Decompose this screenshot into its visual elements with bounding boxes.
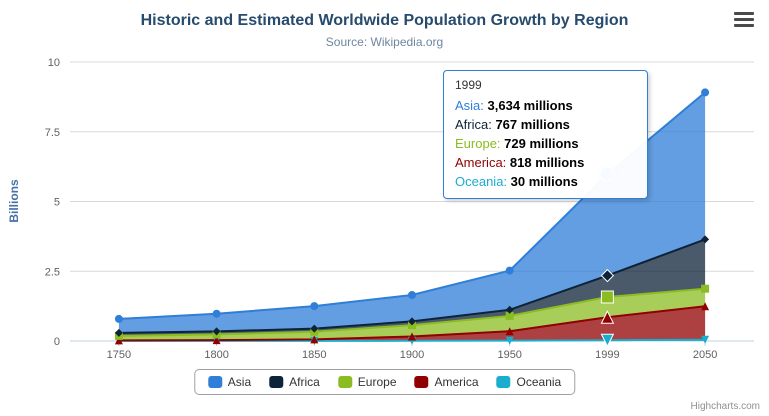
- y-axis-title: Billions: [7, 179, 21, 223]
- tooltip-series-value: 818 millions: [506, 155, 585, 170]
- marker-america[interactable]: [114, 336, 123, 345]
- area-africa[interactable]: [118, 239, 706, 336]
- tooltip-series-name: Oceania:: [455, 174, 508, 189]
- marker-america[interactable]: [408, 332, 416, 341]
- legend-swatch-europe: [337, 376, 352, 388]
- tooltip: 1999 Asia: 3,634 millions Africa: 767 mil…: [443, 70, 648, 199]
- y-axis-label: 5: [54, 197, 60, 209]
- tooltip-series-name: Europe:: [455, 136, 501, 151]
- tooltip-series-value: 30 millions: [507, 174, 578, 189]
- legend-item-europe[interactable]: Europe: [337, 375, 397, 389]
- marker-africa[interactable]: [701, 235, 710, 244]
- tooltip-series-value: 729 millions: [500, 136, 579, 151]
- marker-asia[interactable]: [310, 302, 319, 311]
- legend-label: Oceania: [516, 375, 562, 389]
- legend-item-africa[interactable]: Africa: [269, 375, 320, 389]
- tooltip-row-asia: Asia: 3,634 millions: [455, 96, 636, 115]
- y-axis-label: 10: [48, 57, 60, 69]
- legend-item-america[interactable]: America: [414, 375, 479, 389]
- marker-europe[interactable]: [505, 311, 514, 320]
- marker-asia[interactable]: [701, 88, 710, 97]
- legend-label: America: [434, 375, 479, 389]
- legend-swatch-america: [414, 376, 429, 388]
- tooltip-series-value: 3,634 millions: [483, 98, 573, 113]
- tooltip-row-america: America: 818 millions: [455, 153, 636, 172]
- hamburger-icon: [734, 12, 754, 15]
- tooltip-row-europe: Europe: 729 millions: [455, 134, 636, 153]
- credits-link[interactable]: Highcharts.com: [690, 401, 760, 412]
- y-axis-label: 7.5: [45, 127, 60, 139]
- tooltip-series-value: 767 millions: [491, 117, 570, 132]
- marker-africa[interactable]: [212, 327, 221, 336]
- tooltip-row-oceania: Oceania: 30 millions: [455, 172, 636, 191]
- legend-item-oceania[interactable]: Oceania: [496, 375, 562, 389]
- x-axis-label: 1999: [595, 349, 619, 361]
- y-axis-label: 0: [54, 336, 60, 348]
- x-axis-label: 1850: [302, 349, 326, 361]
- marker-asia[interactable]: [114, 314, 123, 323]
- legend-swatch-africa: [269, 376, 284, 388]
- marker-america[interactable]: [212, 336, 221, 345]
- marker-asia[interactable]: [505, 266, 514, 275]
- x-axis-label: 1950: [497, 349, 521, 361]
- marker-africa[interactable]: [408, 317, 416, 326]
- marker-america[interactable]: [310, 335, 319, 344]
- marker-africa[interactable]: [505, 305, 514, 314]
- area-america[interactable]: [118, 306, 706, 341]
- tooltip-series-name: America:: [455, 155, 507, 170]
- marker-america[interactable]: [505, 327, 514, 336]
- x-axis-label: 1800: [204, 349, 228, 361]
- marker-europe[interactable]: [701, 284, 710, 293]
- chart-subtitle: Source: Wikipedia.org: [325, 35, 444, 49]
- x-axis-label: 1900: [400, 349, 424, 361]
- legend-label: Europe: [357, 375, 397, 389]
- marker-europe[interactable]: [600, 290, 614, 304]
- tooltip-rows: Asia: 3,634 millions Africa: 767 millions…: [455, 96, 636, 191]
- x-axis-label: 1750: [107, 349, 131, 361]
- legend-item-asia[interactable]: Asia: [207, 375, 252, 389]
- export-menu-button[interactable]: [734, 12, 754, 27]
- tooltip-header: 1999: [455, 78, 482, 92]
- marker-oceania[interactable]: [701, 335, 710, 344]
- legend: Asia Africa Europe America Oceania: [193, 369, 576, 395]
- x-axis-label: 2050: [693, 349, 717, 361]
- y-axis-label: 2.5: [45, 266, 60, 278]
- marker-asia[interactable]: [408, 291, 416, 299]
- marker-oceania[interactable]: [505, 336, 514, 345]
- marker-africa[interactable]: [310, 324, 319, 333]
- tooltip-series-name: Asia:: [455, 98, 484, 113]
- legend-swatch-oceania: [496, 376, 511, 388]
- hamburger-icon: [734, 24, 754, 27]
- legend-label: Asia: [227, 375, 252, 389]
- marker-america[interactable]: [701, 302, 710, 311]
- tooltip-series-name: Africa:: [455, 117, 492, 132]
- marker-asia[interactable]: [212, 309, 221, 318]
- marker-america[interactable]: [600, 310, 615, 324]
- marker-oceania[interactable]: [600, 333, 615, 348]
- marker-africa[interactable]: [600, 268, 615, 283]
- legend-swatch-asia: [207, 376, 222, 388]
- chart-title: Historic and Estimated Worldwide Populat…: [140, 12, 629, 29]
- legend-label: Africa: [289, 375, 320, 389]
- area-asia[interactable]: [118, 92, 706, 333]
- tooltip-row-africa: Africa: 767 millions: [455, 115, 636, 134]
- marker-africa[interactable]: [114, 328, 123, 337]
- hamburger-icon: [734, 18, 754, 21]
